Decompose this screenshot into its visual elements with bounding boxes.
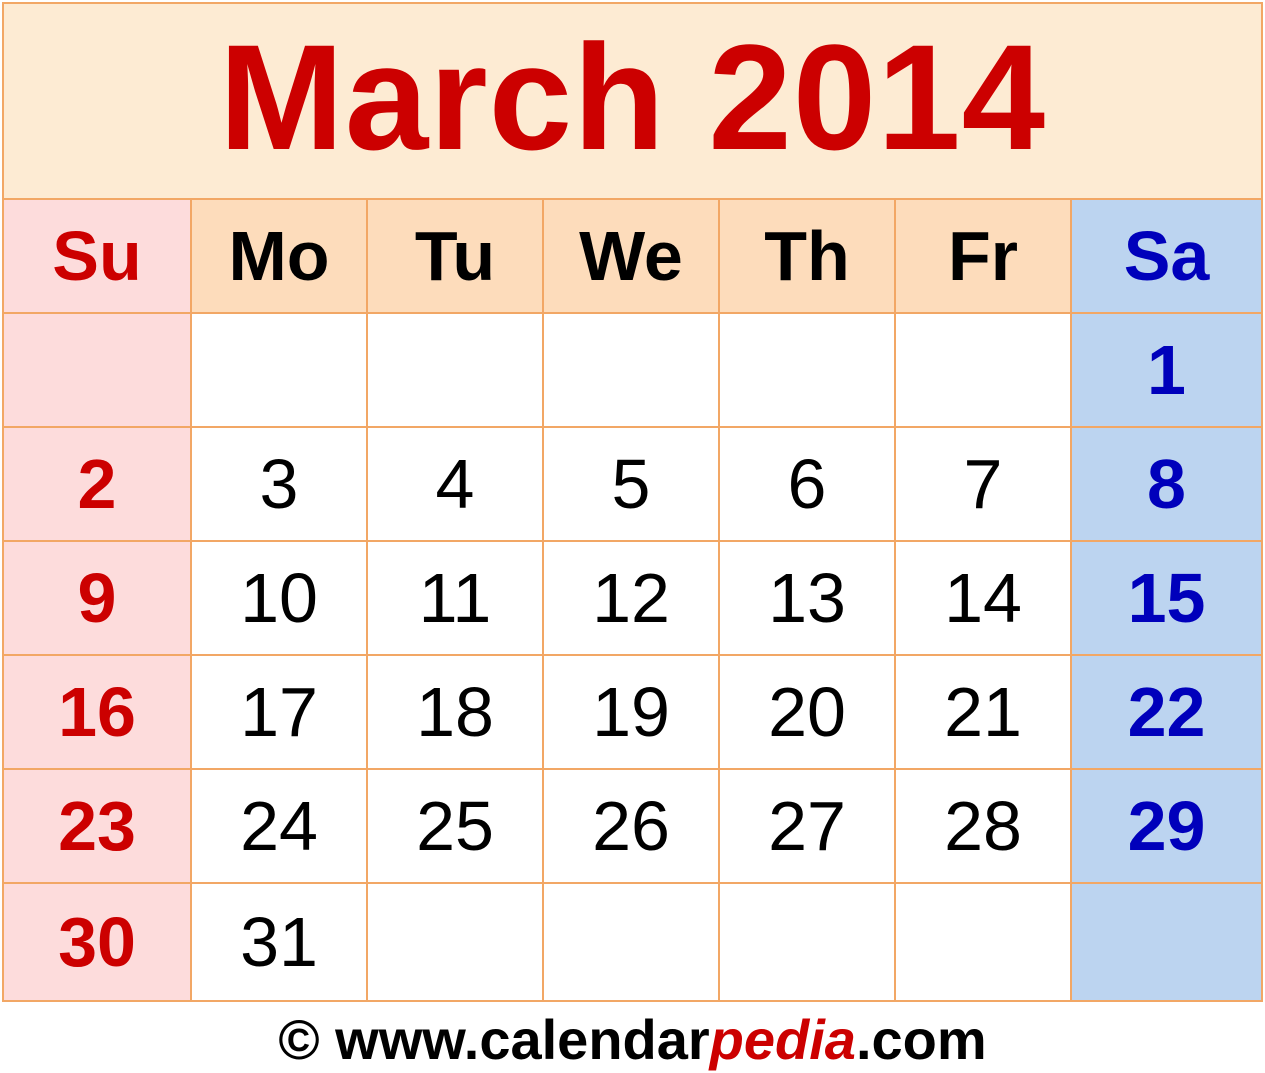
footer-suffix: .com (855, 1008, 987, 1071)
calendar-grid: Su Mo Tu We Th Fr Sa 1 2 3 4 5 6 7 8 9 10 11 12 13 14 15 16 17 1… (4, 200, 1261, 1000)
day-cell (720, 884, 896, 1000)
day-cell: 10 (192, 542, 368, 656)
day-cell: 28 (896, 770, 1072, 884)
day-cell: 24 (192, 770, 368, 884)
day-cell: 25 (368, 770, 544, 884)
day-cell: 22 (1072, 656, 1261, 770)
day-cell: 30 (4, 884, 192, 1000)
day-cell: 29 (1072, 770, 1261, 884)
day-cell: 17 (192, 656, 368, 770)
day-cell (544, 884, 720, 1000)
day-cell: 1 (1072, 314, 1261, 428)
weekday-header-monday: Mo (192, 200, 368, 314)
day-cell (544, 314, 720, 428)
day-cell: 7 (896, 428, 1072, 542)
calendar-title: March 2014 (218, 13, 1047, 181)
day-cell: 20 (720, 656, 896, 770)
day-cell (192, 314, 368, 428)
day-cell: 11 (368, 542, 544, 656)
day-cell: 9 (4, 542, 192, 656)
weekday-header-thursday: Th (720, 200, 896, 314)
weekday-header-sunday: Su (4, 200, 192, 314)
day-cell: 5 (544, 428, 720, 542)
day-cell: 15 (1072, 542, 1261, 656)
day-cell: 18 (368, 656, 544, 770)
day-cell: 16 (4, 656, 192, 770)
day-cell: 14 (896, 542, 1072, 656)
day-cell: 19 (544, 656, 720, 770)
footer: © www.calendarpedia.com (0, 1010, 1265, 1070)
weekday-header-tuesday: Tu (368, 200, 544, 314)
day-cell: 3 (192, 428, 368, 542)
day-cell: 2 (4, 428, 192, 542)
day-cell: 26 (544, 770, 720, 884)
day-cell: 8 (1072, 428, 1261, 542)
day-cell: 13 (720, 542, 896, 656)
weekday-header-saturday: Sa (1072, 200, 1261, 314)
day-cell: 31 (192, 884, 368, 1000)
footer-accent: pedia (709, 1008, 856, 1071)
day-cell: 21 (896, 656, 1072, 770)
calendar: March 2014 Su Mo Tu We Th Fr Sa 1 2 3 4 5 6 7 8 9 10 11 12… (2, 2, 1263, 1002)
weekday-header-friday: Fr (896, 200, 1072, 314)
day-cell (720, 314, 896, 428)
day-cell (368, 884, 544, 1000)
day-cell: 27 (720, 770, 896, 884)
day-cell (1072, 884, 1261, 1000)
day-cell (368, 314, 544, 428)
day-cell (896, 884, 1072, 1000)
day-cell: 4 (368, 428, 544, 542)
day-cell (896, 314, 1072, 428)
footer-prefix: © www.calendar (278, 1008, 710, 1071)
title-bar: March 2014 (4, 4, 1261, 200)
day-cell (4, 314, 192, 428)
day-cell: 12 (544, 542, 720, 656)
day-cell: 6 (720, 428, 896, 542)
day-cell: 23 (4, 770, 192, 884)
weekday-header-wednesday: We (544, 200, 720, 314)
